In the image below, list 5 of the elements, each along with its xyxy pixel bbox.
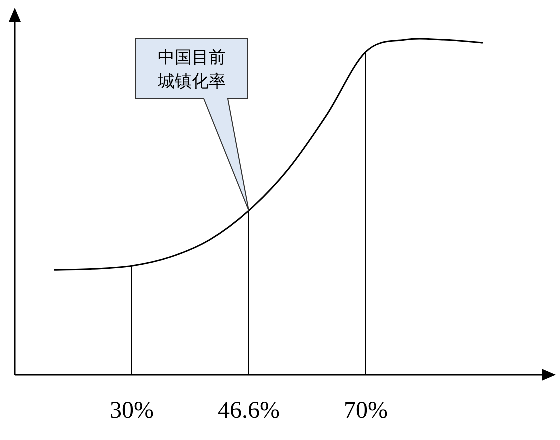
annotation: 中国目前城镇化率	[157, 48, 226, 91]
x-tick-label: 30%	[110, 398, 154, 424]
callout: 中国目前城镇化率	[136, 38, 250, 212]
x-tick-label: 46.6%	[218, 398, 280, 424]
x-tick-label: 70%	[344, 398, 388, 424]
